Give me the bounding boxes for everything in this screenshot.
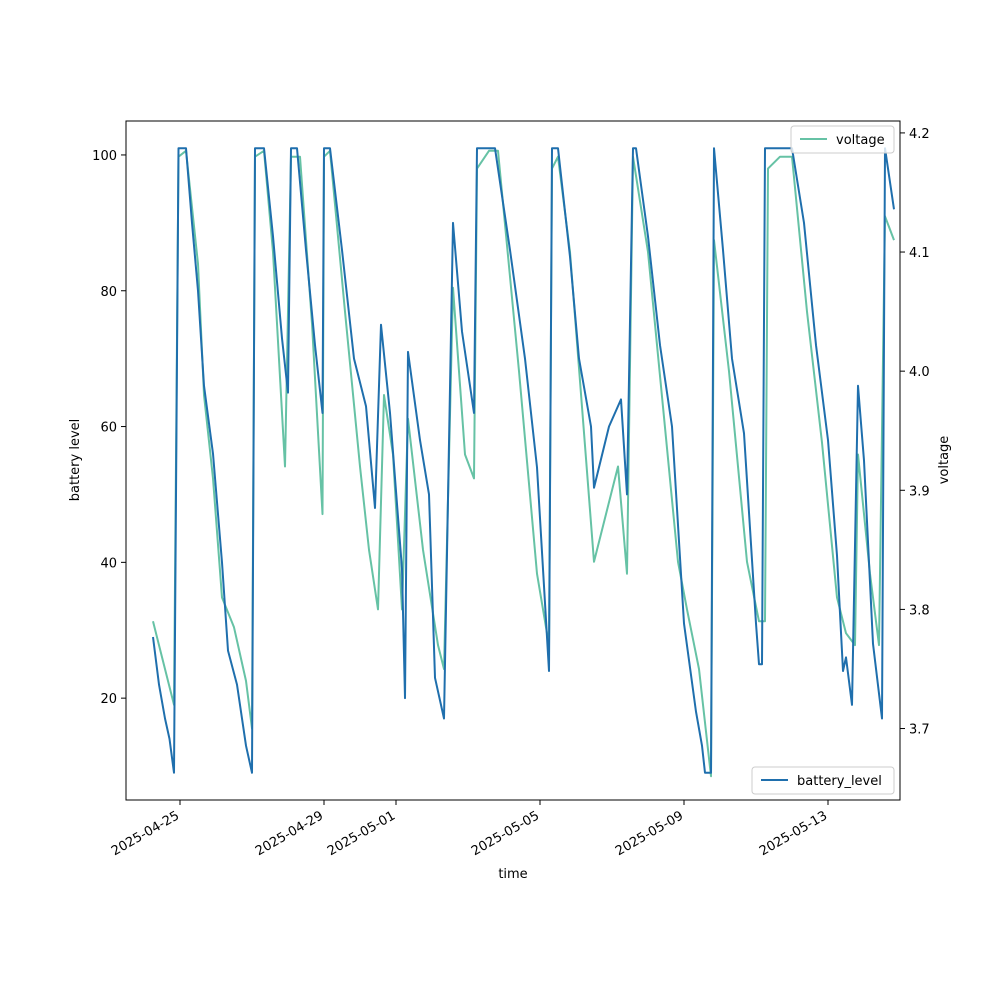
y-right-tick-label: 4.2: [909, 127, 930, 142]
legend-battery-level: battery_level: [751, 766, 895, 795]
y-left-tick-label: 100: [92, 149, 117, 164]
x-tick-label: 2025-05-09: [613, 808, 686, 859]
y-axis-right-title: voltage: [937, 436, 952, 485]
x-axis: 2025-04-25 2025-04-29 2025-05-01 2025-05-05…: [109, 800, 830, 859]
y-left-tick-label: 80: [100, 285, 117, 300]
y-right-tick-label: 3.8: [909, 603, 930, 618]
y-right-tick-label: 4.1: [909, 246, 930, 261]
plot-lines: [152, 147, 895, 778]
legend-battery-level-label: battery_level: [797, 774, 882, 789]
series-line-voltage: [152, 149, 895, 778]
x-tick-label: 2025-05-01: [325, 808, 398, 859]
x-tick-label: 2025-05-13: [757, 808, 830, 859]
series-line-battery-level: [152, 147, 895, 774]
y-right-tick-label: 3.9: [909, 484, 930, 499]
y-right-tick-label: 4.0: [909, 365, 930, 380]
y-axis-right: 3.7 3.8 3.9 4.0 4.1 4.2: [900, 127, 930, 738]
y-right-tick-label: 3.7: [909, 723, 930, 738]
x-tick-label: 2025-04-29: [253, 808, 326, 859]
legend-voltage-label: voltage: [836, 133, 885, 148]
y-left-tick-label: 60: [100, 421, 117, 436]
legend-battery-level-box: [751, 766, 895, 795]
y-left-tick-label: 40: [100, 556, 117, 571]
legend-voltage: voltage: [790, 125, 895, 154]
x-tick-label: 2025-04-25: [109, 808, 182, 859]
y-axis-left: 20 40 60 80 100: [92, 149, 126, 707]
y-left-tick-label: 20: [100, 692, 117, 707]
x-axis-title: time: [498, 867, 527, 882]
y-axis-left-title: battery level: [68, 419, 83, 502]
plot-frame: [125, 120, 901, 801]
legend-voltage-box: [790, 125, 895, 154]
x-tick-label: 2025-05-05: [469, 808, 542, 859]
